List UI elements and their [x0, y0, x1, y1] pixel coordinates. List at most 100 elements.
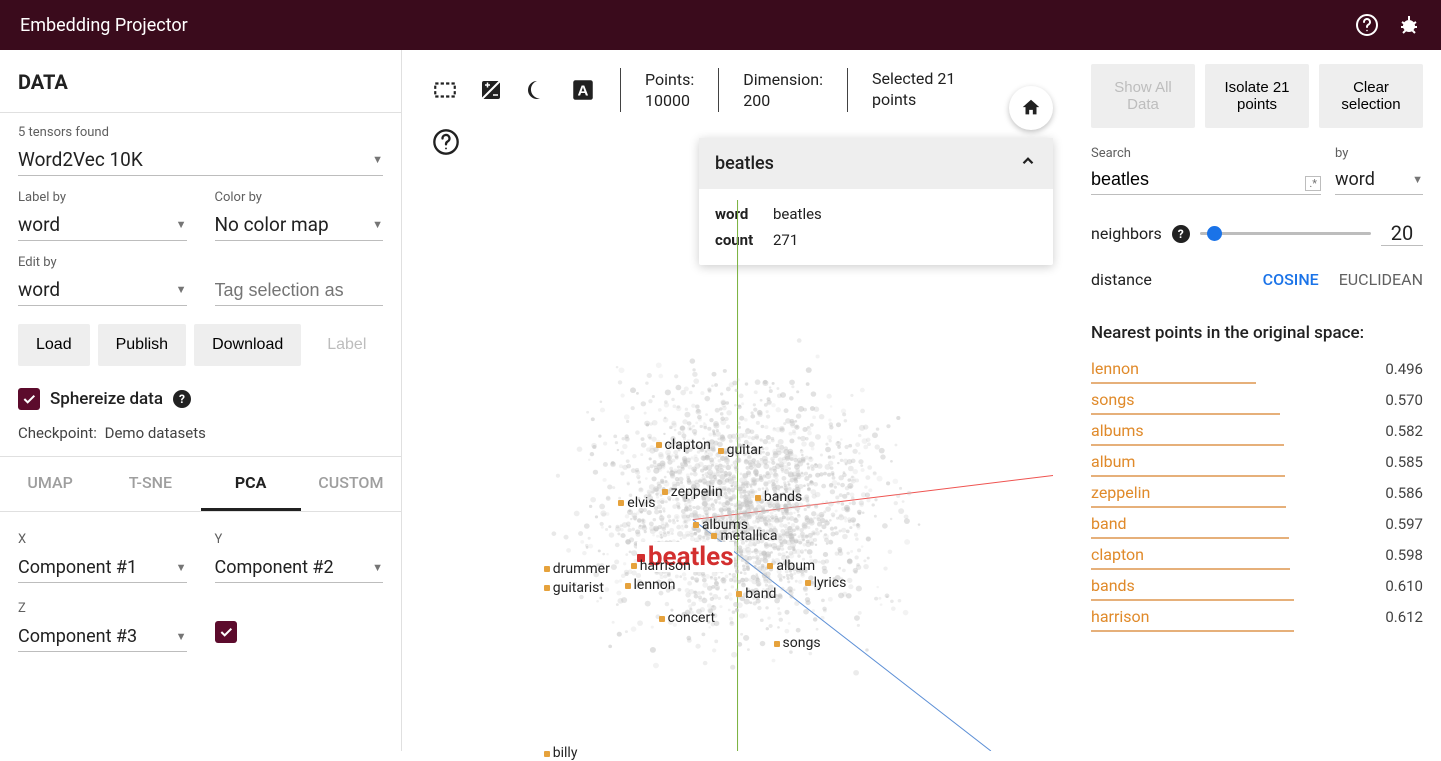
nearest-distance: 0.598	[1385, 546, 1423, 564]
select-rect-icon[interactable]	[432, 77, 458, 103]
dimension-value: 200	[743, 91, 823, 110]
scatter-plot[interactable]: beatlesclaptonguitarzeppelinelvisbandsal…	[432, 200, 1053, 751]
nearest-point-item[interactable]: lennon0.496	[1091, 353, 1423, 384]
download-button[interactable]: Download	[194, 324, 301, 366]
nearest-word: zeppelin	[1091, 483, 1150, 502]
y-label: Y	[215, 532, 384, 547]
nearest-point-item[interactable]: albums0.582	[1091, 415, 1423, 446]
nearest-point-item[interactable]: bands0.610	[1091, 570, 1423, 601]
help-icon[interactable]: ?	[1172, 225, 1190, 243]
chevron-down-icon: ▼	[372, 218, 383, 231]
selected-label: Selected 21 points	[872, 69, 982, 111]
nearest-distance: 0.610	[1385, 577, 1423, 595]
tab-pca[interactable]: PCA	[201, 457, 301, 511]
search-by-value: word	[1335, 169, 1375, 190]
point-label[interactable]: concert	[659, 610, 715, 626]
tab-custom[interactable]: CUSTOM	[301, 457, 401, 511]
tab-t-sne[interactable]: T-SNE	[100, 457, 200, 511]
inspector-panel: Show All Data Isolate 21 points Clear se…	[1073, 50, 1441, 751]
publish-button[interactable]: Publish	[98, 324, 186, 366]
labels-3d-icon[interactable]: A	[570, 77, 596, 103]
nearest-distance: 0.496	[1385, 360, 1423, 378]
color-by-select[interactable]: No color map ▼	[215, 209, 384, 241]
point-label[interactable]: metallica	[711, 528, 777, 544]
point-marker-icon	[544, 585, 550, 591]
label-by-select[interactable]: word ▼	[18, 209, 187, 241]
point-label[interactable]: lennon	[625, 577, 676, 593]
z-component-select[interactable]: Component #3 ▼	[18, 622, 187, 652]
point-marker-icon	[774, 641, 780, 647]
nearest-word: albums	[1091, 421, 1144, 440]
tensor-select[interactable]: Word2Vec 10K ▼	[18, 144, 383, 176]
divider	[620, 68, 621, 112]
point-marker-icon	[625, 583, 631, 589]
x-component-select[interactable]: Component #1 ▼	[18, 553, 187, 583]
chevron-down-icon: ▼	[176, 283, 187, 296]
edit-by-select[interactable]: word ▼	[18, 274, 187, 306]
point-label[interactable]: band	[736, 586, 776, 602]
point-marker-icon	[736, 591, 742, 597]
point-marker-icon	[693, 522, 699, 528]
y-component-value: Component #2	[215, 557, 334, 578]
point-label[interactable]: harrison	[631, 558, 691, 574]
collapse-icon[interactable]	[1019, 152, 1037, 175]
nearest-point-item[interactable]: harrison0.612	[1091, 601, 1423, 632]
nearest-word: clapton	[1091, 545, 1144, 564]
point-label[interactable]: drummer	[544, 561, 610, 577]
help-icon[interactable]	[432, 128, 460, 160]
point-label[interactable]: songs	[774, 635, 821, 651]
nearest-point-item[interactable]: band0.597	[1091, 508, 1423, 539]
tab-umap[interactable]: UMAP	[0, 457, 100, 511]
nearest-point-item[interactable]: clapton 0.598	[1091, 539, 1423, 570]
home-button[interactable]	[1009, 86, 1053, 130]
nearest-bar	[1091, 630, 1294, 632]
neighbors-value: 20	[1381, 221, 1423, 246]
exposure-icon[interactable]	[478, 77, 504, 103]
tensor-select-value: Word2Vec 10K	[18, 148, 143, 171]
nearest-distance: 0.597	[1385, 515, 1423, 533]
sphereize-label: Sphereize data	[50, 389, 163, 409]
distance-cosine[interactable]: COSINE	[1263, 270, 1319, 289]
nearest-point-item[interactable]: album0.585	[1091, 446, 1423, 477]
isolate-button[interactable]: Isolate 21 points	[1205, 64, 1309, 128]
z-enable-checkbox[interactable]	[215, 621, 237, 643]
chevron-down-icon: ▼	[372, 561, 383, 574]
x-component-value: Component #1	[18, 557, 137, 578]
tag-selection-input[interactable]	[215, 276, 384, 306]
nearest-point-item[interactable]: songs0.570	[1091, 384, 1423, 415]
projection-canvas[interactable]: A Points: 10000 Dimension: 200 Selected …	[402, 50, 1073, 751]
point-label[interactable]: guitar	[718, 442, 763, 458]
nearest-distance: 0.570	[1385, 391, 1423, 409]
help-icon[interactable]	[1355, 13, 1379, 37]
point-label[interactable]: lyrics	[805, 575, 847, 591]
point-label[interactable]: guitarist	[544, 580, 604, 596]
point-label[interactable]: album	[767, 558, 815, 574]
load-button[interactable]: Load	[18, 324, 90, 366]
point-label[interactable]: bands	[755, 489, 802, 505]
bug-icon[interactable]	[1397, 13, 1421, 37]
search-by-select[interactable]: word ▼	[1335, 165, 1423, 195]
y-component-select[interactable]: Component #2 ▼	[215, 553, 384, 583]
edit-by-value: word	[18, 278, 60, 301]
sphereize-checkbox[interactable]	[18, 388, 40, 410]
search-input[interactable]	[1091, 165, 1321, 195]
help-icon[interactable]: ?	[173, 390, 191, 408]
distance-euclidean[interactable]: EUCLIDEAN	[1339, 270, 1423, 289]
nearest-word: album	[1091, 452, 1135, 471]
app-header: Embedding Projector	[0, 0, 1441, 50]
tensors-found-label: 5 tensors found	[18, 125, 383, 140]
point-label[interactable]: zeppelin	[662, 484, 723, 500]
point-label[interactable]: clapton	[656, 437, 711, 453]
clear-selection-button[interactable]: Clear selection	[1319, 64, 1423, 128]
neighbors-slider[interactable]	[1200, 232, 1371, 235]
data-panel-title: DATA	[0, 50, 401, 113]
checkpoint-value: Demo datasets	[105, 424, 206, 442]
point-marker-icon	[544, 566, 550, 572]
regex-toggle[interactable]: .*	[1305, 176, 1321, 191]
points-label: Points:	[645, 70, 694, 91]
night-mode-icon[interactable]	[524, 77, 550, 103]
nearest-point-item[interactable]: zeppelin0.586	[1091, 477, 1423, 508]
point-label[interactable]: billy	[544, 745, 578, 761]
projection-tabs: UMAPT-SNEPCACUSTOM	[0, 456, 401, 512]
point-label[interactable]: elvis	[618, 495, 655, 511]
